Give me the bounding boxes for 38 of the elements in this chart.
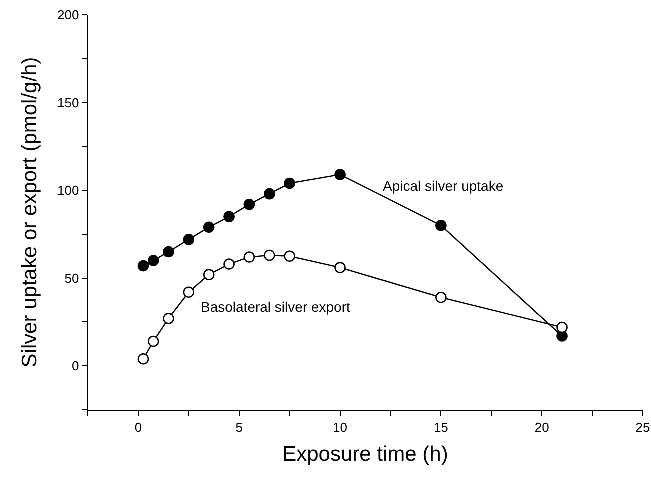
- x-axis-title: Exposure time (h): [282, 442, 448, 466]
- point: [163, 246, 174, 258]
- point: [224, 211, 235, 223]
- point: [284, 178, 296, 190]
- point: [203, 222, 215, 234]
- y-axis-title: Silver uptake or export (pmol/g/h): [18, 57, 42, 368]
- point: [148, 255, 160, 266]
- point: [148, 336, 160, 348]
- point: [556, 322, 568, 334]
- x-tick-label: 0: [134, 420, 142, 435]
- point: [436, 292, 447, 304]
- y-tick-label: 100: [58, 183, 80, 198]
- point: [163, 313, 174, 324]
- point: [244, 198, 256, 210]
- point: [284, 250, 296, 262]
- y-tick-label: 150: [58, 95, 80, 110]
- x-tick-label: 25: [636, 420, 650, 435]
- point: [203, 269, 215, 280]
- point: [334, 262, 346, 274]
- point: [264, 250, 276, 262]
- x-tick-label: 15: [434, 420, 448, 435]
- y-tick-label: 200: [58, 8, 80, 23]
- series-label: Apical silver uptake: [383, 178, 504, 194]
- x-tick-label: 5: [236, 420, 243, 435]
- point: [436, 220, 447, 232]
- point: [264, 188, 276, 200]
- y-tick-label: 0: [72, 358, 80, 374]
- point: [244, 252, 256, 263]
- point: [138, 260, 150, 272]
- x-tick-label: 20: [534, 420, 550, 435]
- series-label: Basolateral silver export: [201, 299, 351, 315]
- point: [183, 234, 195, 246]
- x-tick-label: 10: [333, 420, 348, 435]
- point: [183, 286, 195, 298]
- y-tick-label: 50: [64, 270, 80, 286]
- point: [138, 353, 150, 365]
- point: [334, 169, 346, 180]
- point: [224, 258, 235, 270]
